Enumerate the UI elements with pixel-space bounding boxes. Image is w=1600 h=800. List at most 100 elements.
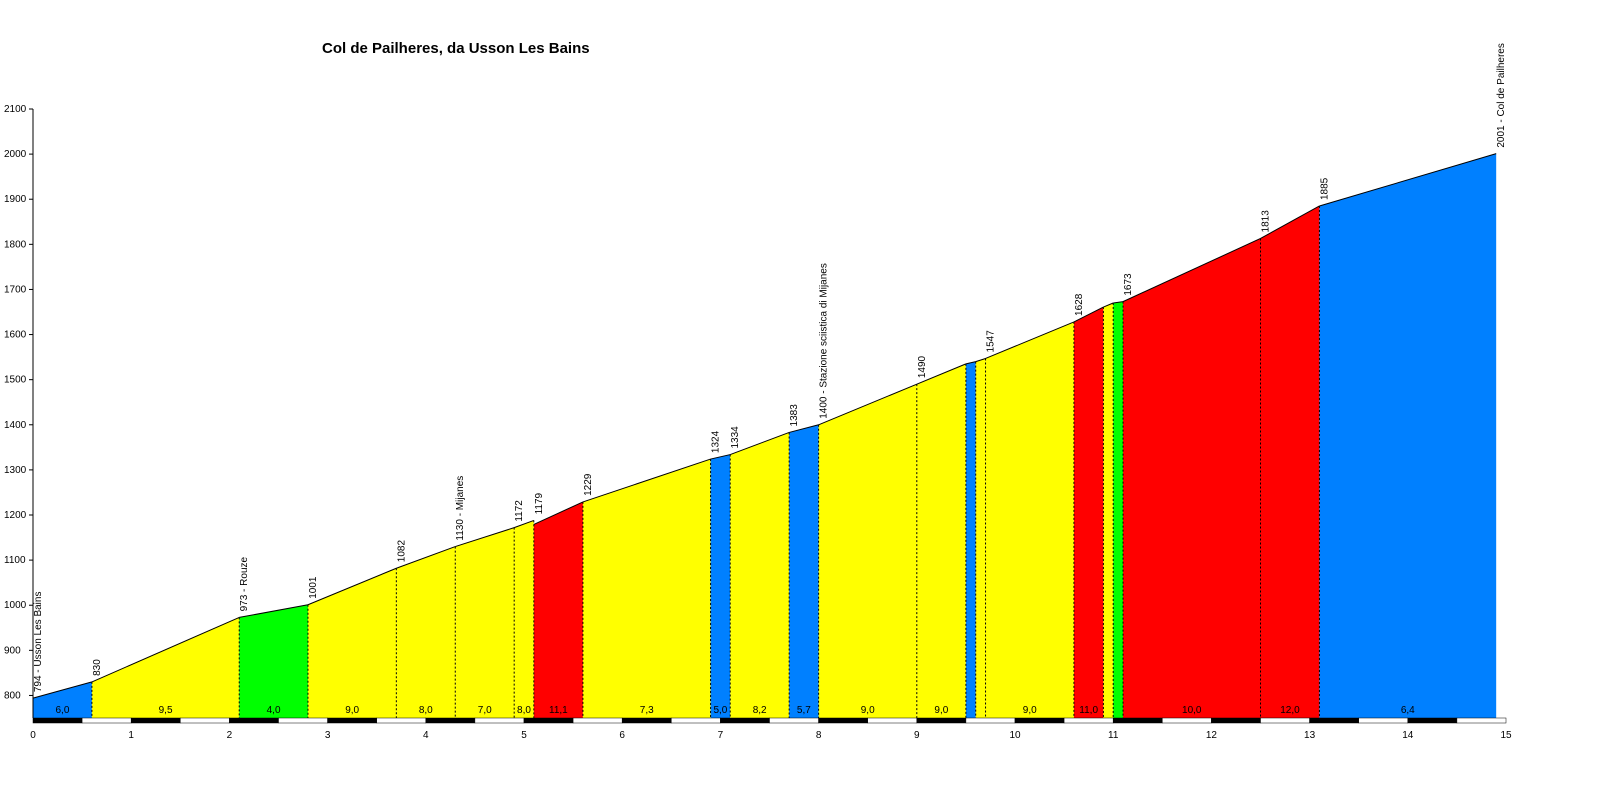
scale-bar-cell-19 [965, 717, 1016, 724]
x-tick-label-14: 14 [1402, 730, 1414, 741]
scale-bar-cell-21 [1063, 717, 1114, 724]
profile-line-layer [32, 153, 1497, 699]
profile-line-segment-17 [1073, 306, 1104, 323]
grade-label-13: 9,0 [934, 705, 948, 716]
y-tick-label-6: 1400 [4, 420, 27, 431]
segment-area-7 [533, 501, 583, 718]
scale-bar-cell-8 [425, 717, 476, 724]
y-axis: 800 900 1000 1100 1200 1300 1400 1500 1600 1700 18… [4, 104, 34, 718]
elevation-label-9: 1324 [711, 430, 722, 453]
y-tick-label-8: 1600 [4, 330, 27, 341]
elevation-label-19: 2001 - Col de Pailheres [1496, 43, 1507, 148]
x-tick-label-7: 7 [718, 730, 724, 741]
scale-bar-cell-20 [1014, 717, 1065, 724]
scale-bar-cell-27 [1358, 717, 1409, 724]
y-tick-label-9: 1700 [4, 284, 27, 295]
x-axis: 0 1 2 3 4 5 6 7 8 9 10 11 12 13 14 15 [30, 730, 1512, 741]
scale-bar-cell-22 [1112, 717, 1163, 724]
grade-label-11: 5,7 [797, 705, 811, 716]
scale-bar-cell-16 [818, 717, 868, 724]
grade-label-21: 12,0 [1280, 705, 1300, 716]
elevation-label-0: 794 - Usson Les Bains [33, 592, 44, 693]
profile-line-segment-9 [710, 454, 731, 460]
segment-area-11 [789, 424, 819, 718]
elevation-label-8: 1229 [583, 473, 594, 496]
elevation-label-15: 1628 [1074, 293, 1085, 316]
x-tick-label-11: 11 [1108, 730, 1119, 741]
scale-bar-cell-5 [278, 717, 328, 724]
segment-area-2 [239, 604, 308, 718]
scale-bar-cell-11 [572, 717, 623, 724]
scale-bar-layer [32, 717, 1507, 724]
profile-line-segment-19 [1113, 301, 1124, 304]
segment-area-20 [1123, 238, 1261, 719]
chart-title: Col de Pailheres, da Usson Les Bains [322, 40, 590, 57]
scale-bar-cell-4 [229, 717, 279, 724]
x-tick-label-1: 1 [128, 730, 134, 741]
grade-label-2: 4,0 [267, 705, 281, 716]
profile-line-segment-10 [730, 431, 790, 456]
segment-area-9 [710, 454, 731, 718]
x-tick-label-3: 3 [325, 730, 331, 741]
profile-line-segment-1 [91, 616, 240, 683]
y-tick-label-5: 1300 [4, 465, 27, 476]
y-tick-label-1: 900 [4, 645, 21, 656]
scale-bar-cell-10 [523, 717, 574, 724]
y-tick-label-13: 2100 [4, 104, 27, 115]
x-tick-label-8: 8 [816, 730, 822, 741]
segment-area-13 [916, 363, 966, 718]
scale-bar-cell-14 [720, 717, 770, 724]
profile-line-segment-8 [582, 458, 711, 503]
x-tick-label-9: 9 [914, 730, 920, 741]
segments-layer [33, 153, 1497, 719]
x-tick-label-0: 0 [30, 730, 36, 741]
grade-label-16: 9,0 [1023, 705, 1037, 716]
dividers-layer [91, 205, 1320, 718]
profile-line-segment-7 [533, 501, 584, 525]
elevation-label-11: 1383 [789, 404, 800, 427]
scale-bar-cell-29 [1456, 717, 1507, 724]
y-tick-label-10: 1800 [4, 239, 27, 250]
grade-label-8: 7,3 [640, 705, 654, 716]
segment-area-4 [396, 546, 456, 718]
profile-line-segment-11 [789, 424, 819, 433]
scale-bar-cell-15 [769, 717, 819, 724]
y-tick-label-12: 2000 [4, 149, 27, 160]
grade-label-17: 11,0 [1079, 705, 1098, 716]
grade-label-9: 5,0 [713, 705, 727, 716]
grade-labels-layer: 6,0 9,5 4,0 9,0 8,0 7,0 8,0 11,1 7,3 5,0 8,2 5,7 9,0… [56, 705, 1416, 716]
scale-bar-cell-26 [1309, 717, 1359, 724]
scale-bar-cell-17 [867, 717, 918, 724]
profile-line-segment-5 [455, 527, 515, 548]
profile-line-segment-21 [1260, 205, 1320, 239]
scale-bar-cell-6 [327, 717, 377, 724]
profile-line-segment-15 [975, 357, 986, 363]
elevation-label-10: 1334 [730, 426, 741, 449]
profile-line-segment-0 [32, 681, 93, 699]
scale-bar-cell-3 [180, 717, 230, 724]
x-tick-label-2: 2 [227, 730, 233, 741]
segment-area-19 [1113, 301, 1124, 718]
scale-bar-cell-1 [81, 717, 132, 724]
y-tick-label-3: 1100 [4, 555, 26, 566]
profile-line-segment-20 [1122, 238, 1261, 303]
y-tick-label-2: 1000 [4, 600, 27, 611]
elevation-label-6: 1172 [514, 500, 525, 522]
x-tick-label-12: 12 [1206, 730, 1218, 741]
scale-bar-cell-2 [130, 717, 181, 724]
elevation-label-13: 1490 [917, 355, 928, 378]
segment-area-14 [965, 361, 976, 718]
profile-line-segment-16 [985, 321, 1075, 359]
elevation-label-14: 1547 [986, 330, 997, 353]
grade-label-6: 8,0 [517, 705, 531, 716]
segment-area-12 [818, 384, 917, 718]
x-tick-label-6: 6 [619, 730, 625, 741]
profile-line-segment-18 [1103, 302, 1114, 308]
scale-bar-cell-28 [1407, 717, 1458, 724]
profile-line-segment-4 [396, 546, 456, 569]
segment-area-6 [514, 520, 534, 718]
profile-line-segment-14 [965, 361, 976, 365]
grade-label-7: 11,1 [549, 705, 568, 716]
x-tick-label-13: 13 [1304, 730, 1316, 741]
segment-area-21 [1260, 205, 1320, 718]
